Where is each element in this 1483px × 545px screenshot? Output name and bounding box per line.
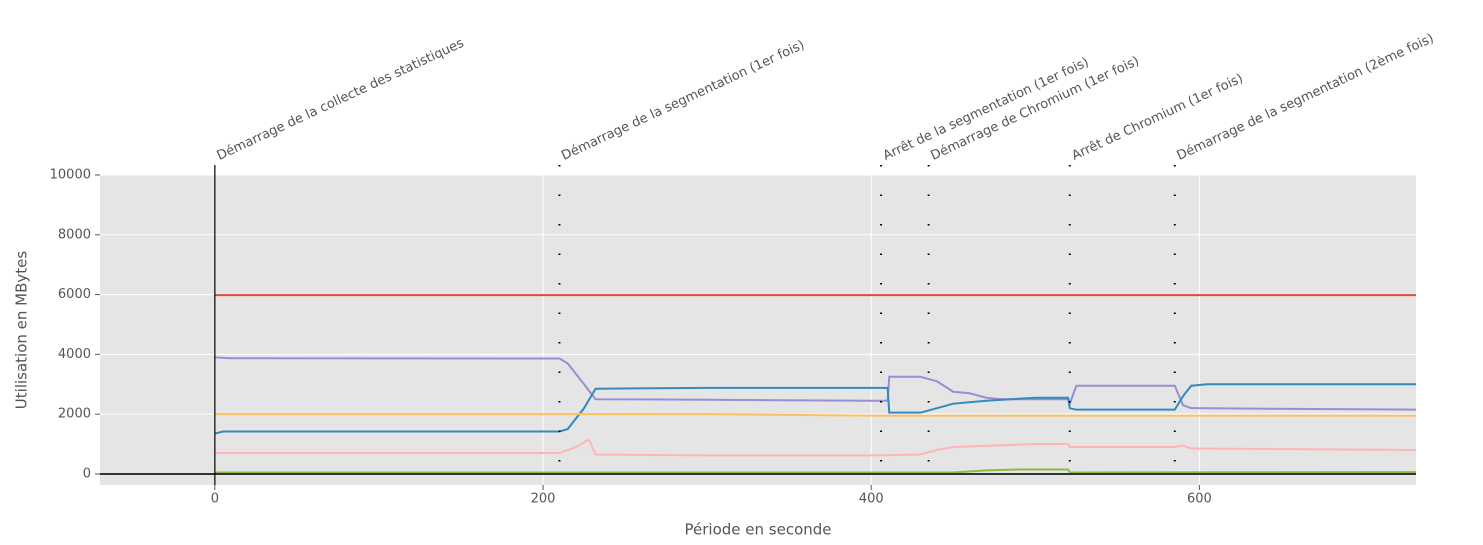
y-axis-label: Utilisation en MBytes — [13, 251, 31, 410]
series-line — [214, 468, 1417, 474]
event-label: Démarrage de la segmentation (1er fois) — [559, 38, 807, 164]
x-tick-label: 0 — [211, 492, 219, 507]
y-tick-label: 0 — [83, 466, 91, 481]
plot-area — [100, 175, 1416, 485]
y-tick-label: 8000 — [58, 227, 91, 242]
series-line — [214, 438, 1417, 457]
series-line — [214, 356, 1417, 411]
event-label: Démarrage de la collecte des statistique… — [215, 36, 467, 164]
x-tick-label: 400 — [859, 492, 884, 507]
series-line — [214, 413, 1416, 417]
event-label: Arrêt de la segmentation (1er fois) — [881, 55, 1091, 164]
y-tick-label: 6000 — [58, 287, 91, 302]
x-tick-label: 600 — [1187, 492, 1212, 507]
x-tick-label: 200 — [531, 492, 556, 507]
x-axis-label: Période en seconde — [685, 521, 832, 539]
y-tick-label: 4000 — [58, 347, 91, 362]
y-tick-label: 2000 — [58, 407, 91, 422]
y-tick-label: 10000 — [50, 168, 91, 183]
